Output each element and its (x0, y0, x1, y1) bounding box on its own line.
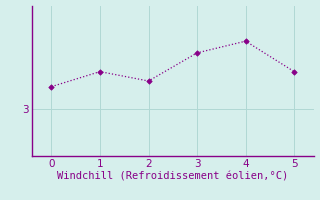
X-axis label: Windchill (Refroidissement éolien,°C): Windchill (Refroidissement éolien,°C) (57, 172, 288, 182)
